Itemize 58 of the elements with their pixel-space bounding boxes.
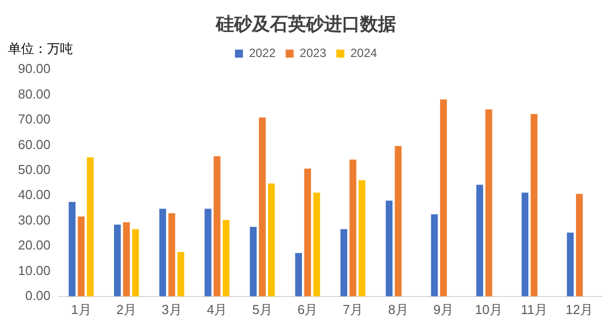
x-tick-label: 6月 <box>298 302 318 317</box>
bar <box>258 117 266 296</box>
y-tick-label: 70.00 <box>18 112 51 127</box>
bar <box>295 253 302 296</box>
legend-label: 2022 <box>248 46 276 60</box>
x-tick-label: 4月 <box>206 302 228 317</box>
bar <box>268 184 275 296</box>
x-tick-label: 12月 <box>566 302 594 317</box>
bar <box>204 208 212 296</box>
y-tick-label: 0.00 <box>25 288 51 303</box>
bar <box>576 194 583 296</box>
x-tick-label: 11月 <box>520 302 548 317</box>
bar <box>68 202 76 296</box>
bar <box>386 200 393 296</box>
bar <box>530 114 538 296</box>
bar <box>485 109 492 296</box>
legend-label: 2024 <box>350 46 378 60</box>
bar <box>350 160 356 296</box>
bar <box>431 214 438 296</box>
bar <box>522 192 528 296</box>
chart-title: 硅砂及石英砂进口数据 <box>215 14 396 34</box>
bar <box>566 232 574 296</box>
bar <box>168 213 176 296</box>
x-tick-label: 3月 <box>162 302 182 317</box>
bar <box>123 222 130 296</box>
bar <box>304 168 312 296</box>
legend-label: 2023 <box>300 46 327 60</box>
x-tick-label: 5月 <box>252 302 272 317</box>
y-tick-label: 20.00 <box>18 238 51 253</box>
bar <box>222 220 230 296</box>
bar <box>394 146 402 296</box>
bar <box>440 99 447 296</box>
bar <box>132 229 139 296</box>
bar <box>476 184 484 296</box>
y-tick-label: 60.00 <box>18 136 51 152</box>
y-tick-label: 30.00 <box>18 212 51 228</box>
y-axis-title: 单位：万吨 <box>8 40 73 58</box>
x-tick-label: 1月 <box>71 302 92 317</box>
bar <box>78 216 85 296</box>
x-tick-label: 7月 <box>342 302 364 317</box>
x-tick-label: 10月 <box>475 302 503 317</box>
y-tick-label: 90.00 <box>18 61 51 76</box>
x-tick-label: 8月 <box>388 302 408 317</box>
x-tick-label: 9月 <box>433 302 454 317</box>
y-tick-label: 50.00 <box>18 162 51 177</box>
bar <box>159 208 166 296</box>
y-tick-label: 10.00 <box>18 262 51 278</box>
bar <box>340 229 348 296</box>
bar <box>250 226 257 296</box>
bar <box>86 157 94 296</box>
bar <box>177 252 184 296</box>
bar <box>358 180 366 296</box>
bar <box>313 192 320 296</box>
bar <box>214 156 220 296</box>
y-tick-label: 80.00 <box>18 86 51 102</box>
y-tick-label: 40.00 <box>18 187 51 202</box>
bar <box>114 224 121 296</box>
x-tick-label: 2月 <box>116 302 137 317</box>
